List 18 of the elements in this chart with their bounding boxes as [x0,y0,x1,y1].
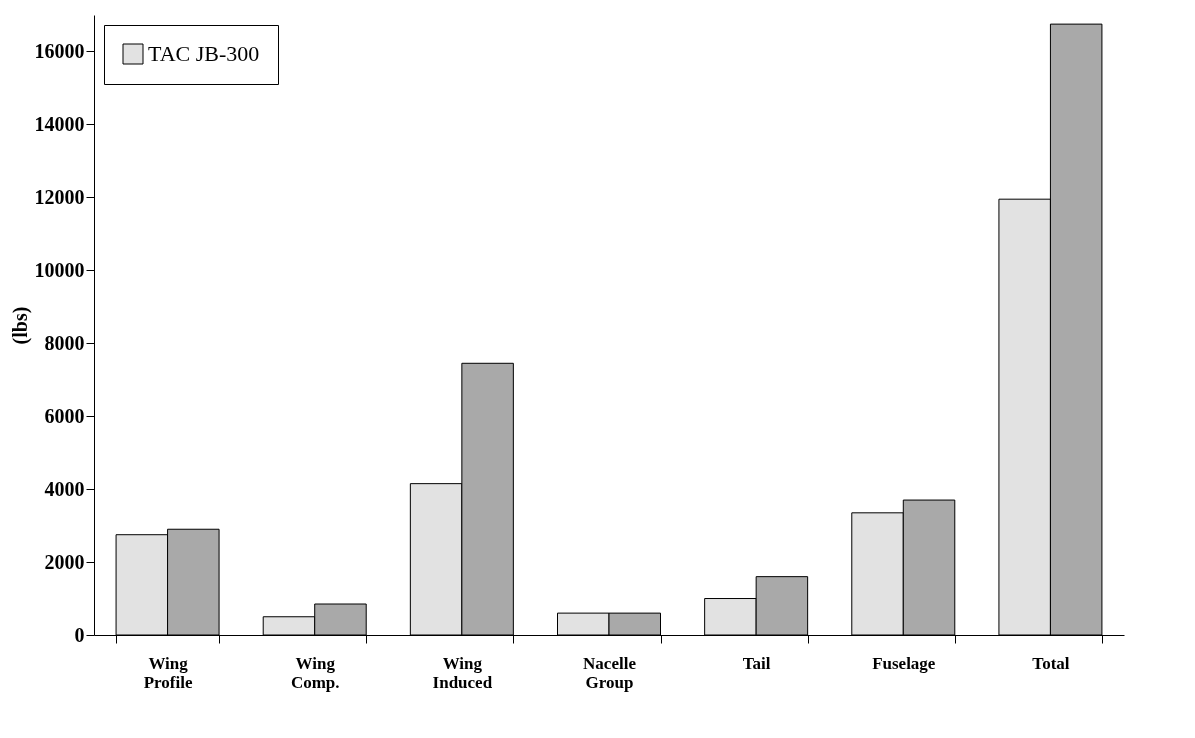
y-tick-label: 0 [74,623,85,646]
y-tick-label: 8000 [44,331,85,354]
y-axis-title: (lbs) [8,306,32,345]
x-tick-label: Total [1032,653,1070,673]
x-tick-label: Wing Profile [143,653,193,692]
y-tick-label: 6000 [44,404,85,427]
x-tick-label: Fuselage [872,653,936,673]
y-tick-label: 16000 [34,39,85,62]
y-tick-label: 10000 [34,258,85,281]
y-tick-label: 12000 [34,185,85,208]
legend-label: TAC JB-300 [148,41,260,66]
x-tick-label: Nacelle Group [583,653,637,692]
y-tick-label: 4000 [44,477,85,500]
y-tick-label: 2000 [44,550,85,573]
y-tick-label: 14000 [34,112,85,135]
x-tick-label: Wing Comp. [290,653,340,692]
x-tick-label: Wing Induced [432,653,493,692]
x-tick-label: Tail [742,653,771,673]
